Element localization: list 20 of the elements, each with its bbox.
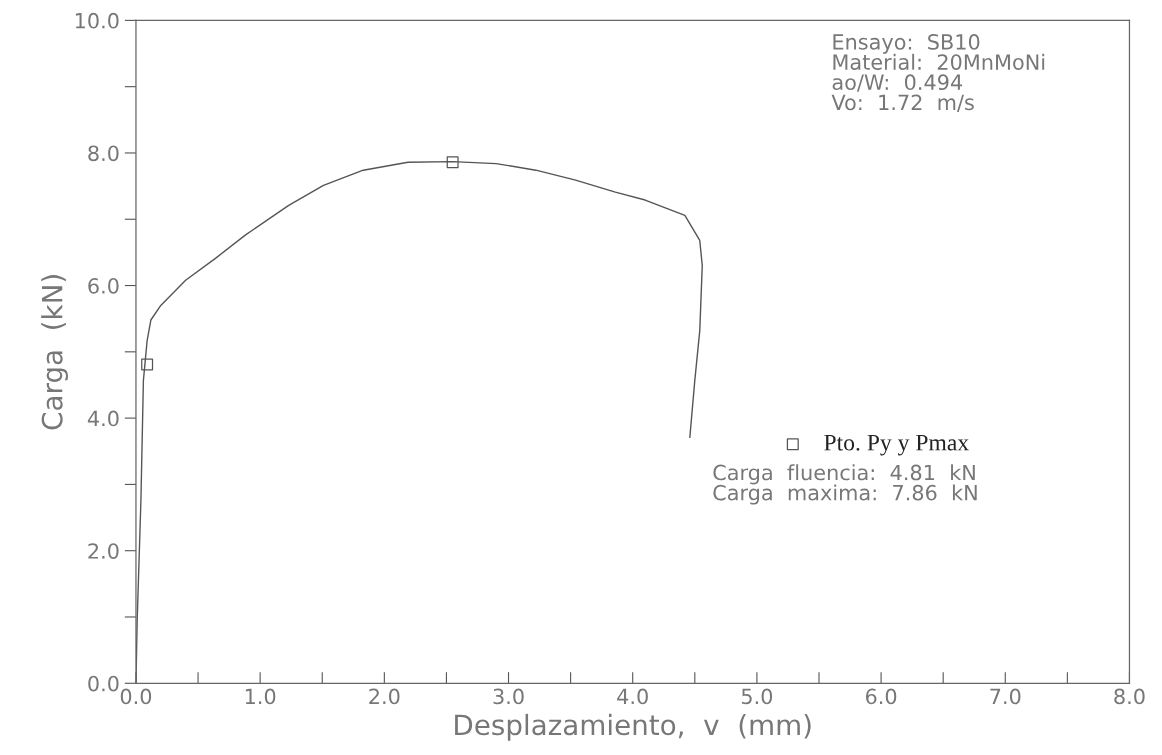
y-tick-label: 6.0 bbox=[88, 277, 119, 294]
x-tick-label: 1.0 bbox=[245, 688, 276, 705]
x-tick-label: 3.0 bbox=[493, 688, 524, 705]
x-tick-label: 6.0 bbox=[865, 688, 897, 705]
x-tick-label: 4.0 bbox=[617, 688, 648, 705]
annotation: Carga fluencia: 4.81 kN Carga maxima: 7.86 kN bbox=[713, 464, 977, 505]
y-tick-label: 8.0 bbox=[88, 145, 119, 162]
x-axis-title: Desplazamiento, v (mm) bbox=[455, 713, 811, 741]
y-tick-label: 0.0 bbox=[88, 675, 119, 692]
x-tick-label: 0.0 bbox=[120, 688, 152, 705]
y-tick-label: 4.0 bbox=[87, 410, 119, 427]
legend-label: Pto. Py y Pmax bbox=[824, 434, 969, 456]
y-axis-title: Carga (kN) bbox=[41, 275, 69, 430]
x-tick-label: 7.0 bbox=[990, 688, 1021, 705]
annotation: Ensayo: SB10 Material: 20MnMoNi ao/W: 0.494 Vo: 1.72 m/s bbox=[831, 34, 1045, 112]
x-tick-label: 2.0 bbox=[369, 688, 400, 705]
y-tick-label: 10.0 bbox=[75, 12, 119, 29]
y-tick-label: 2.0 bbox=[88, 543, 119, 559]
x-tick-label: 8.0 bbox=[1114, 688, 1145, 705]
x-tick-label: 5.0 bbox=[741, 688, 773, 705]
